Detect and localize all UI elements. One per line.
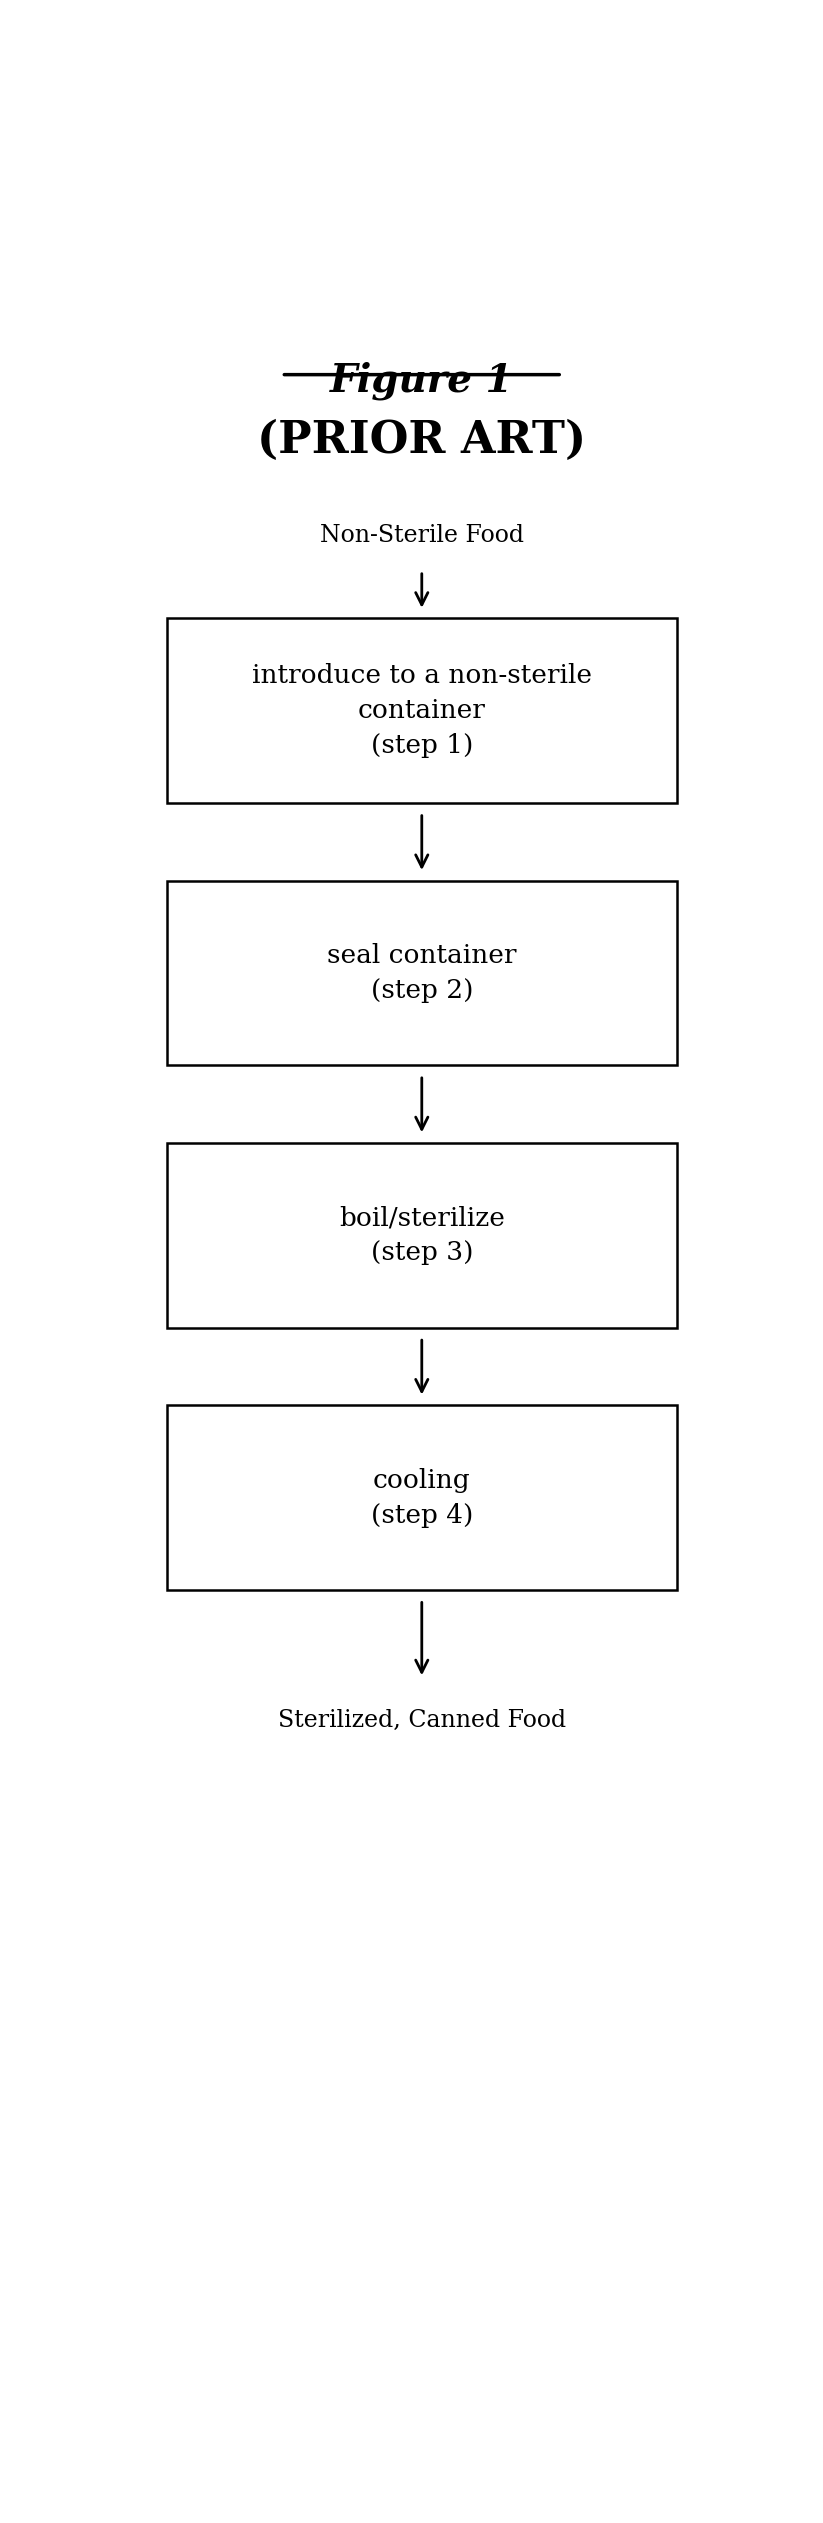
Text: Sterilized, Canned Food: Sterilized, Canned Food: [277, 1711, 566, 1733]
Text: (PRIOR ART): (PRIOR ART): [258, 419, 586, 462]
Bar: [166, 618, 677, 802]
Bar: [166, 1143, 677, 1327]
Text: introduce to a non-sterile
container
(step 1): introduce to a non-sterile container (st…: [252, 664, 592, 759]
Bar: [166, 881, 677, 1065]
Text: cooling
(step 4): cooling (step 4): [370, 1468, 473, 1526]
Text: seal container
(step 2): seal container (step 2): [327, 944, 517, 1004]
Bar: [166, 1405, 677, 1589]
Text: Non-Sterile Food: Non-Sterile Food: [320, 525, 523, 547]
Text: boil/sterilize
(step 3): boil/sterilize (step 3): [339, 1206, 504, 1264]
Text: Figure 1: Figure 1: [330, 361, 514, 399]
